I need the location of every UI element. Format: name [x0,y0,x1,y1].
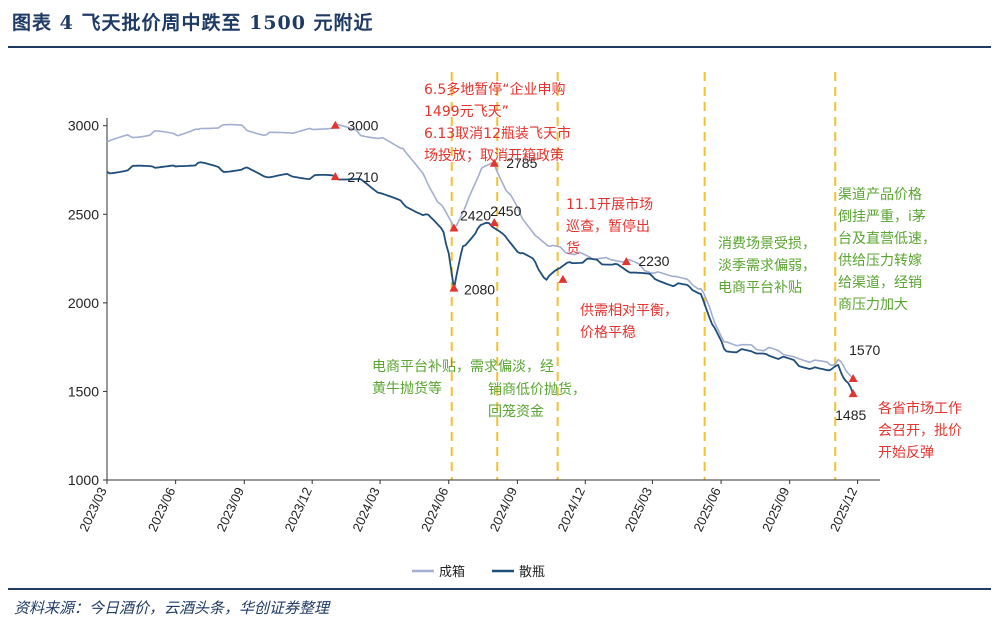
marker-value-label: 3000 [347,118,378,134]
annotation-line: 销商低价抛货， [488,381,586,398]
annotation-line: 给渠道，经销 [838,275,922,291]
marker-triangle [848,374,858,383]
marker-value-label: 2710 [347,169,378,185]
marker-triangle [489,158,499,167]
x-tick-label: 2023/03 [76,485,109,534]
x-tick-label: 2025/03 [622,485,655,534]
annotation-line: 货 [566,240,580,257]
y-tick-label: 2000 [68,295,99,311]
marker-triangle [449,283,459,292]
legend-label: 散瓶 [519,565,545,580]
annotation-line: 6.13取消12瓶装飞天市 [424,125,571,142]
x-tick-label: 2023/12 [281,485,314,534]
y-tick-label: 2500 [68,206,99,222]
series-line-boxed [106,123,854,380]
annotation-line: 场投放；取消开箱政策 [424,147,564,164]
source-note: 资料来源：今日酒价，云酒头条，华创证券整理 [14,599,330,617]
annotations: 6.5多地暂停“企业申购 1499元飞天” 6.13取消12瓶装飞天市场投放；取消开… [372,81,962,461]
annotation-line: 淡季需求偏弱， [718,258,816,274]
annotation-text: 11.1开展市场巡查，暂停出货 [566,196,653,257]
x-tick-label: 2023/09 [214,485,247,534]
annotation-line: 供给压力转嫁 [838,253,922,269]
annotation-text: 供需相对平衡， 价格平稳 [580,303,678,341]
annotation-line: 回笼资金 [488,403,544,420]
y-tick-label: 1500 [68,383,99,399]
series-lines [106,123,854,395]
x-tick-label: 2024/03 [349,485,382,534]
annotation-line: 倒挂严重，i茅 [838,209,926,225]
x-tick-label: 2024/12 [555,485,588,534]
annotation-line: 黄牛抛货等 [372,380,442,397]
annotation-text: 销商低价抛货， 回笼资金 [488,381,586,420]
marker-triangle [558,274,568,283]
marker-triangle [621,257,631,266]
marker-value-label: 2420 [460,207,491,223]
bottom-rule [8,588,991,590]
marker-value-label: 2450 [490,203,521,219]
annotation-line: 会召开，批价 [878,423,962,439]
marker-value-label: 1570 [849,342,880,358]
annotation-line: 商压力加大 [838,297,908,313]
top-rule [8,46,991,48]
annotation-line: 各省市场工作 [878,400,962,417]
annotation-text: 各省市场工作会召开，批价开始反弹 [878,400,962,461]
marker-value-label: 2785 [506,155,537,171]
marker-value-label: 2080 [464,282,495,298]
series-line-loose [106,161,854,395]
annotation-line: 供需相对平衡， [580,303,678,319]
annotation-line: 电商平台补贴，需求偏淡，经 [372,359,554,375]
marker-triangle [330,172,340,181]
annotation-line: 价格平稳 [580,325,636,341]
annotation-line: 6.5多地暂停“企业申购 [424,81,566,98]
x-tick-label: 2025/06 [690,485,723,534]
annotation-text: 6.5多地暂停“企业申购 1499元飞天” 6.13取消12瓶装飞天市场投放；取消开… [424,81,571,164]
price-markers: 3000 2710 2420 2080 2785 2450 2230 1570 1485 [330,118,880,423]
annotation-line: 台及直营低速， [838,230,936,247]
marker-value-label: 2230 [638,253,669,269]
annotation-line: 11.1开展市场 [566,196,653,213]
legend: 成箱 散瓶 [412,564,545,580]
annotation-line: 渠道产品价格 [838,187,922,203]
annotation-line: 消费场景受损， [718,236,816,252]
annotation-line: 开始反弹 [878,445,934,461]
x-tick-label: 2024/09 [487,485,520,534]
annotation-line: 巡查，暂停出 [566,218,650,235]
x-tick-label: 2023/06 [145,485,178,534]
annotation-line: 电商平台补贴 [718,280,802,296]
y-tick-label: 1000 [68,472,99,488]
axes: 1000 1500 2000 2500 3000 2023/03 2023/06 2023/0… [68,118,880,534]
legend-label: 成箱 [439,564,465,580]
marker-triangle [848,389,858,398]
x-tick-label: 2025/09 [759,485,792,534]
x-tick-label: 2025/12 [827,485,860,534]
annotation-text: 电商平台补贴，需求偏淡，经黄牛抛货等 [372,359,554,397]
annotation-line: 1499元飞天” [424,104,509,120]
x-tick-label: 2024/06 [418,485,451,534]
marker-triangle [449,223,459,232]
marker-triangle [489,218,499,227]
y-tick-label: 3000 [68,118,99,134]
marker-triangle [330,120,340,129]
annotation-text: 渠道产品价格倒挂严重，i茅台及直营低速， 供给压力转嫁给渠道，经销商压力加大 [838,187,936,313]
marker-value-label: 1485 [835,407,866,423]
annotation-text: 消费场景受损， 淡季需求偏弱， 电商平台补贴 [718,236,816,296]
figure-title: 图表 4 飞天批价周中跌至 1500 元附近 [12,12,374,34]
